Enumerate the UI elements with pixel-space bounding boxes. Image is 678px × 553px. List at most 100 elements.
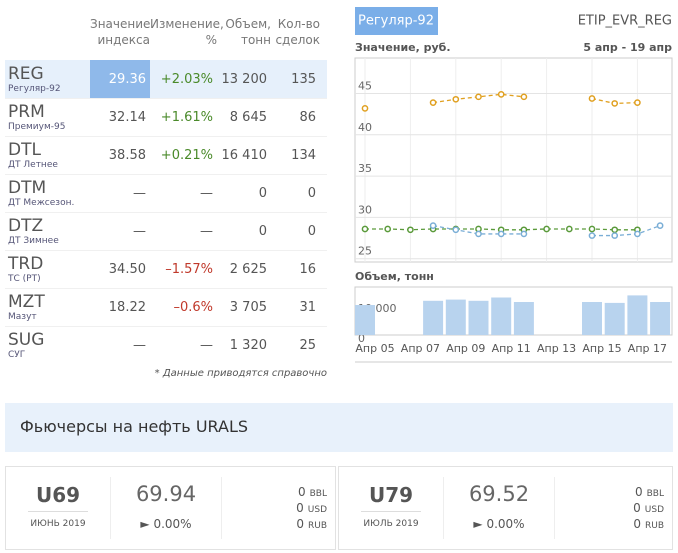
point bbox=[452, 95, 460, 103]
volume-row: 0 USD bbox=[633, 497, 664, 516]
point bbox=[656, 222, 664, 230]
point bbox=[565, 225, 573, 233]
point bbox=[611, 226, 619, 234]
row-rule bbox=[5, 326, 327, 327]
bar bbox=[355, 305, 375, 335]
x-tick-label: Апр 07 bbox=[401, 342, 440, 355]
plot-frame bbox=[354, 57, 673, 263]
volume-unit: BBL bbox=[309, 489, 327, 499]
divider bbox=[443, 477, 444, 539]
arrow-icon: ► bbox=[140, 517, 154, 531]
series-line bbox=[432, 225, 524, 235]
chart-title: Значение, руб. bbox=[355, 41, 451, 54]
cell-deals: 31 bbox=[299, 300, 316, 315]
change: 0.00% bbox=[486, 517, 525, 531]
instrument-code: TRD bbox=[8, 254, 44, 274]
change-wrap: ► 0.00% bbox=[111, 517, 221, 531]
point bbox=[588, 232, 596, 239]
instrument-code: MZT bbox=[8, 292, 45, 312]
instrument-name: ДТ Зимнее bbox=[8, 236, 59, 246]
point bbox=[452, 226, 460, 234]
column-header: Изменение, % bbox=[150, 17, 224, 47]
cell-change: — bbox=[200, 338, 213, 353]
contract-code: U69 bbox=[35, 483, 81, 507]
y-tick-label: 45 bbox=[358, 80, 372, 93]
point bbox=[475, 230, 482, 238]
change-wrap: ► 0.00% bbox=[444, 517, 554, 531]
row-rule bbox=[5, 136, 327, 137]
column-header: Значение индекса bbox=[90, 17, 151, 47]
volume-unit: USD bbox=[307, 505, 327, 515]
volume-value: 0 bbox=[297, 485, 306, 499]
row-highlight bbox=[5, 60, 327, 98]
cell-volume: 1 320 bbox=[229, 338, 267, 353]
arrow-icon: ► bbox=[473, 517, 487, 531]
point bbox=[520, 230, 528, 238]
volume-row: 0 BBL bbox=[635, 481, 664, 500]
instrument-code: PRM bbox=[8, 102, 45, 122]
point bbox=[611, 100, 619, 107]
contract-code: U79 bbox=[368, 483, 414, 507]
column-header: Кол-во сделок bbox=[275, 17, 320, 47]
bar bbox=[582, 302, 602, 335]
volume-row: 0 RUB bbox=[633, 513, 664, 532]
volume-row: 0 RUB bbox=[296, 513, 327, 532]
cell-value: — bbox=[133, 338, 146, 353]
instrument-code: SUG bbox=[8, 330, 45, 350]
y-tick-label: 0 bbox=[358, 332, 365, 345]
change: 0.00% bbox=[153, 517, 192, 531]
contract-month: ИЮНЬ 2019 bbox=[30, 519, 86, 529]
contract-month: ИЮЛЬ 2019 bbox=[363, 519, 419, 529]
instrument-code: DTM bbox=[8, 178, 47, 198]
point bbox=[361, 225, 369, 233]
point bbox=[588, 95, 596, 102]
bar bbox=[604, 302, 625, 335]
point bbox=[634, 99, 641, 106]
x-tick-label: Апр 11 bbox=[492, 342, 531, 355]
point bbox=[429, 99, 437, 106]
volume-value: 0 bbox=[296, 517, 304, 531]
row-rule bbox=[5, 250, 327, 251]
row-rule bbox=[5, 288, 327, 289]
instrument-name: Мазут bbox=[8, 312, 37, 322]
tab-label: Регуляр-92 bbox=[358, 14, 434, 29]
price: 69.52 bbox=[468, 482, 530, 506]
futures-card: U79 ИЮЛЬ 2019 69.52 ► 0.00% 0 BBL 0 USD 0 RUB bbox=[338, 466, 673, 550]
y-tick-label: 40 bbox=[358, 121, 372, 134]
point bbox=[588, 225, 596, 233]
cell-change: — bbox=[200, 224, 213, 239]
cell-deals: 0 bbox=[307, 186, 316, 201]
row-rule bbox=[5, 174, 327, 175]
instrument-name: ДТ Летнее bbox=[8, 160, 58, 170]
instrument-name: СУГ bbox=[8, 350, 26, 360]
instrument-code: DTL bbox=[8, 140, 41, 160]
volume-unit: RUB bbox=[307, 521, 327, 531]
instrument-name: ДТ Межсезон. bbox=[8, 198, 75, 208]
point bbox=[475, 93, 482, 101]
volume-value: 0 bbox=[296, 501, 304, 515]
bar bbox=[445, 299, 466, 335]
instrument-name: ТС (РТ) bbox=[8, 274, 41, 284]
cell-volume: 8 645 bbox=[229, 110, 267, 125]
point bbox=[361, 105, 369, 112]
y-tick-label: 30 bbox=[358, 203, 372, 216]
volume-row: 0 BBL bbox=[298, 481, 327, 500]
volume-unit: BBL bbox=[646, 489, 664, 499]
row-rule bbox=[5, 212, 327, 213]
point bbox=[611, 232, 619, 239]
instrument-id: ETIP_EVR_REG bbox=[578, 14, 672, 29]
volume-value: 0 bbox=[633, 501, 641, 515]
futures-card: U69 ИЮНЬ 2019 69.94 ► 0.00% 0 BBL 0 USD 0 RUB bbox=[5, 466, 336, 550]
chart-range: 5 апр - 19 апр bbox=[583, 41, 672, 54]
divider bbox=[554, 477, 555, 539]
cell-volume: 0 bbox=[258, 186, 267, 201]
cell-value: — bbox=[133, 186, 146, 201]
cell-value: 38.58 bbox=[108, 148, 146, 163]
note: * Данные приводятся справочно bbox=[154, 368, 327, 379]
divider bbox=[110, 477, 111, 539]
code-rule bbox=[361, 511, 421, 512]
bar bbox=[491, 297, 512, 335]
price: 69.94 bbox=[135, 482, 197, 506]
point bbox=[497, 90, 505, 98]
x-tick-label: Апр 15 bbox=[582, 342, 621, 355]
